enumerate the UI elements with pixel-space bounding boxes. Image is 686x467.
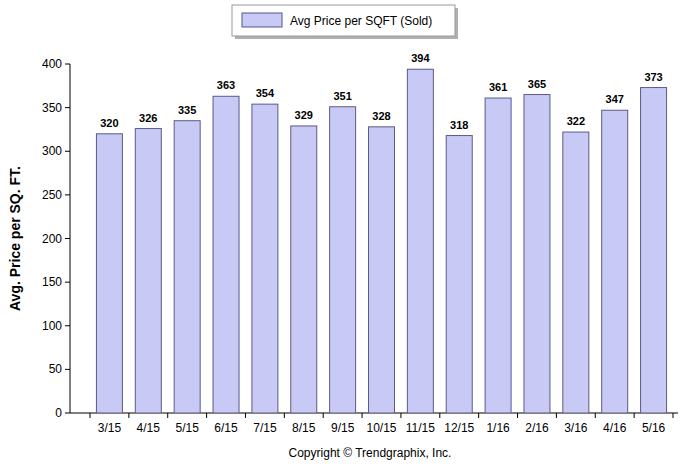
x-tick <box>284 413 285 418</box>
x-tick <box>517 413 518 418</box>
x-tick <box>167 413 168 418</box>
data-label: 328 <box>372 110 390 122</box>
y-tick <box>65 107 70 108</box>
data-label: 351 <box>333 90 351 102</box>
data-label: 354 <box>256 87 275 99</box>
data-label: 326 <box>139 112 157 124</box>
data-label: 363 <box>217 79 235 91</box>
legend-label: Avg Price per SQFT (Sold) <box>290 14 432 28</box>
data-label: 361 <box>489 81 507 93</box>
y-tick <box>65 151 70 152</box>
y-tick <box>65 369 70 370</box>
data-label: 335 <box>178 104 196 116</box>
y-tick <box>65 64 70 65</box>
bar <box>96 134 122 413</box>
legend-box <box>232 5 455 36</box>
data-label: 373 <box>644 71 662 83</box>
y-tick-label: 100 <box>42 319 62 333</box>
y-tick-label: 400 <box>42 57 62 71</box>
bar <box>563 132 589 413</box>
data-label: 318 <box>450 119 468 131</box>
y-tick-label: 250 <box>42 188 62 202</box>
bar <box>291 126 317 413</box>
x-tick-label: 3/15 <box>98 421 122 435</box>
x-tick-label: 1/16 <box>486 421 510 435</box>
x-tick-label: 6/15 <box>214 421 238 435</box>
y-tick <box>65 413 70 414</box>
data-label: 320 <box>100 117 118 129</box>
y-tick-label: 0 <box>55 406 62 420</box>
x-tick <box>362 413 363 418</box>
x-tick <box>478 413 479 418</box>
data-label: 365 <box>528 78 546 90</box>
x-tick-label: 2/16 <box>525 421 549 435</box>
y-tick <box>65 325 70 326</box>
x-tick-label: 5/16 <box>642 421 666 435</box>
y-tick-label: 150 <box>42 275 62 289</box>
bar <box>174 121 200 413</box>
bar <box>641 88 667 413</box>
x-tick <box>206 413 207 418</box>
data-label: 322 <box>567 115 585 127</box>
y-tick-label: 50 <box>49 362 63 376</box>
bars <box>96 69 666 413</box>
annotation: Copyright © Trendgraphix, Inc. <box>289 446 452 460</box>
chart: Avg Price per SQFT (Sold) Avg. Price per … <box>0 0 686 467</box>
bar <box>213 96 239 413</box>
bar <box>446 136 472 413</box>
x-tick-label: 10/15 <box>366 421 396 435</box>
x-tick-label: 7/15 <box>253 421 277 435</box>
bar <box>135 129 161 413</box>
x-tick-label: 9/15 <box>331 421 355 435</box>
bar <box>369 127 395 413</box>
x-tick <box>128 413 129 418</box>
y-tick-label: 350 <box>42 101 62 115</box>
y-tick-label: 300 <box>42 144 62 158</box>
x-tick <box>90 413 91 418</box>
bar <box>524 95 550 413</box>
x-tick-label: 11/15 <box>406 421 435 435</box>
bar <box>407 69 433 413</box>
bar <box>330 107 356 413</box>
x-tick-label: 5/15 <box>175 421 199 435</box>
bar <box>252 104 278 413</box>
x-tick-label: 4/15 <box>137 421 161 435</box>
x-tick-label: 3/16 <box>564 421 588 435</box>
x-tick <box>400 413 401 418</box>
x-tick-label: 12/15 <box>444 421 474 435</box>
y-tick <box>65 194 70 195</box>
x-tick <box>595 413 596 418</box>
y-tick <box>65 282 70 283</box>
bar <box>602 110 628 413</box>
x-tick-label: 8/15 <box>292 421 316 435</box>
bar <box>485 98 511 413</box>
y-tick <box>65 238 70 239</box>
x-tick <box>245 413 246 418</box>
y-tick-label: 200 <box>42 232 62 246</box>
data-label: 329 <box>295 109 313 121</box>
x-tick <box>673 413 674 418</box>
legend-swatch <box>242 13 282 27</box>
x-tick <box>634 413 635 418</box>
x-tick-label: 4/16 <box>603 421 627 435</box>
data-label: 347 <box>606 93 624 105</box>
y-axis-label: Avg. Price per SQ. FT. <box>7 166 23 311</box>
x-tick <box>556 413 557 418</box>
data-label: 394 <box>411 52 430 64</box>
x-tick <box>323 413 324 418</box>
x-tick <box>439 413 440 418</box>
